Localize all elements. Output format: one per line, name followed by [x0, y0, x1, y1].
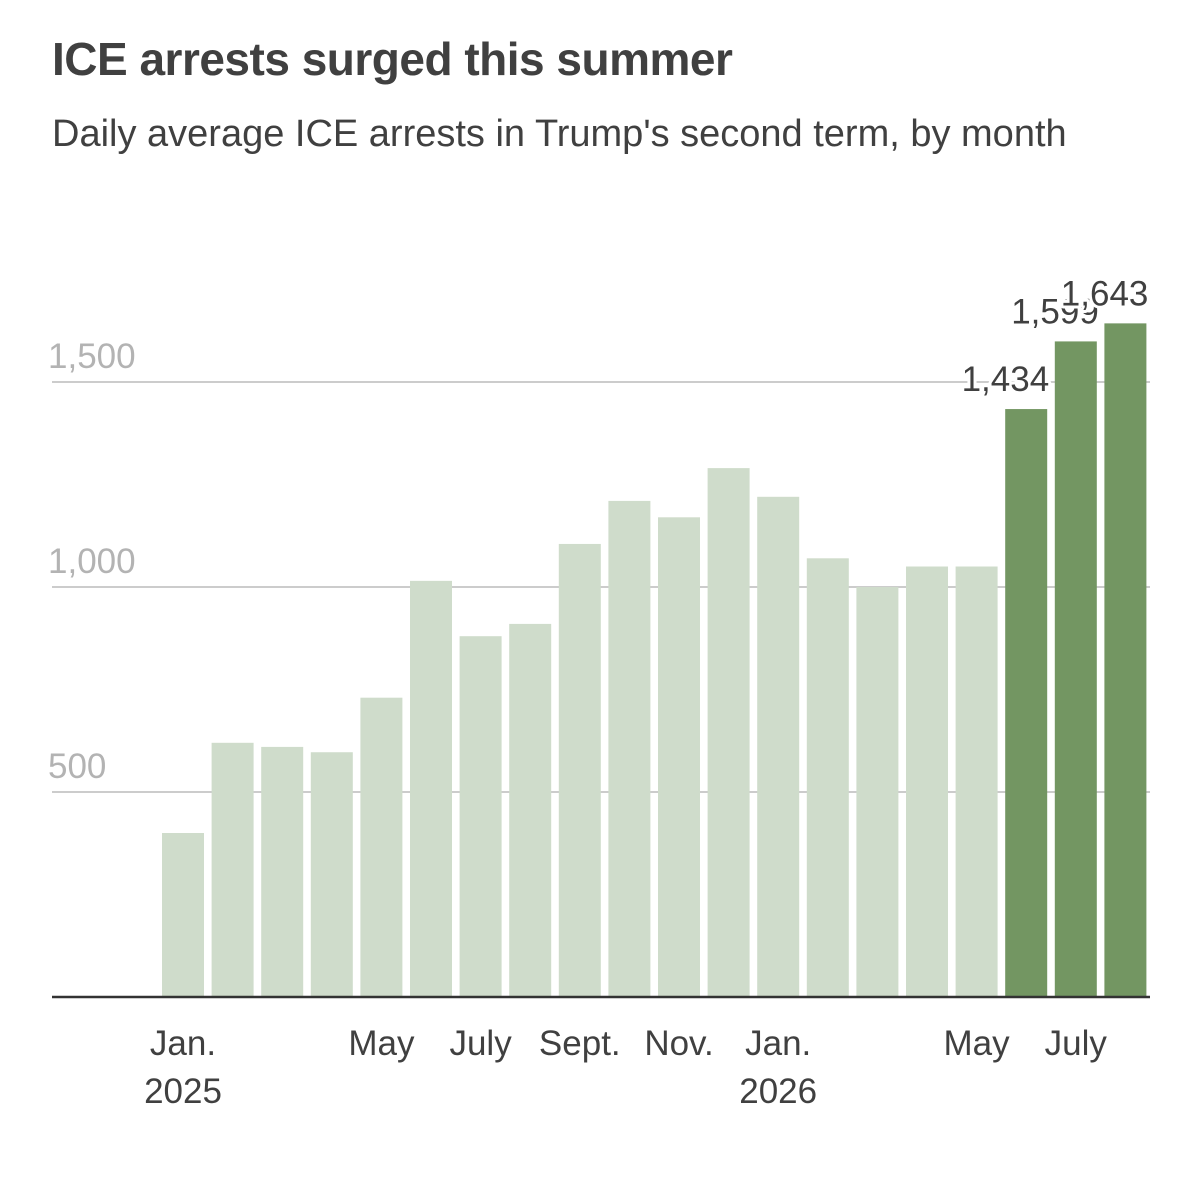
y-tick-label-1000: 1,000	[48, 542, 136, 581]
x-tick-label-line: July	[449, 1024, 512, 1063]
x-tick-label-4: May	[348, 1024, 415, 1063]
x-tick-label-line: Jan.	[150, 1024, 216, 1063]
bar-16	[955, 566, 998, 997]
x-tick-label-10: Nov.	[644, 1024, 713, 1063]
bar-5	[410, 580, 452, 997]
bar-3	[310, 752, 353, 997]
data-label-17: 1,434	[962, 360, 1050, 399]
bar-8	[558, 543, 601, 997]
data-label-18: 1,599	[1011, 292, 1099, 331]
bar-19	[1104, 323, 1147, 997]
bar-11	[707, 468, 750, 998]
chart-title: ICE arrests surged this summer	[52, 33, 733, 85]
bar-12	[757, 496, 800, 997]
x-tick-label-line: May	[348, 1024, 415, 1063]
bar-9	[608, 500, 651, 997]
bar-15	[906, 566, 948, 997]
x-tick-label-line: Jan.	[745, 1024, 811, 1063]
bar-0	[162, 833, 204, 997]
bar-6	[459, 636, 502, 997]
x-tick-label-0: Jan. 2025	[144, 1024, 222, 1111]
x-tick-label-16: May	[944, 1024, 1011, 1063]
bar-13	[806, 558, 849, 997]
x-tick-label-6: July	[449, 1024, 512, 1063]
bar-7	[509, 623, 552, 997]
x-tick-label-line: Sept.	[539, 1024, 621, 1063]
x-tick-label-18: July	[1045, 1024, 1108, 1063]
x-tick-label-line: Nov.	[644, 1024, 713, 1063]
x-tick-label-8: Sept.	[539, 1024, 621, 1063]
bar-18	[1054, 341, 1097, 997]
x-tick-label-line: July	[1045, 1024, 1108, 1063]
data-label-19: 1,643	[1061, 274, 1149, 313]
x-tick-label-line: 2025	[144, 1072, 222, 1111]
y-tick-label-1500: 1,500	[48, 337, 136, 376]
y-tick-label-500: 500	[48, 747, 106, 786]
bar-4	[360, 697, 403, 997]
bar-17	[1005, 409, 1048, 997]
bar-1	[211, 742, 254, 997]
bar-14	[856, 587, 899, 997]
chart-subtitle: Daily average ICE arrests in Trump's sec…	[52, 113, 1067, 155]
bar-2	[261, 746, 304, 997]
x-tick-label-12: Jan. 2026	[739, 1024, 817, 1111]
x-tick-label-line: May	[944, 1024, 1011, 1063]
x-tick-label-line: 2026	[739, 1072, 817, 1111]
bar-10	[658, 517, 700, 997]
